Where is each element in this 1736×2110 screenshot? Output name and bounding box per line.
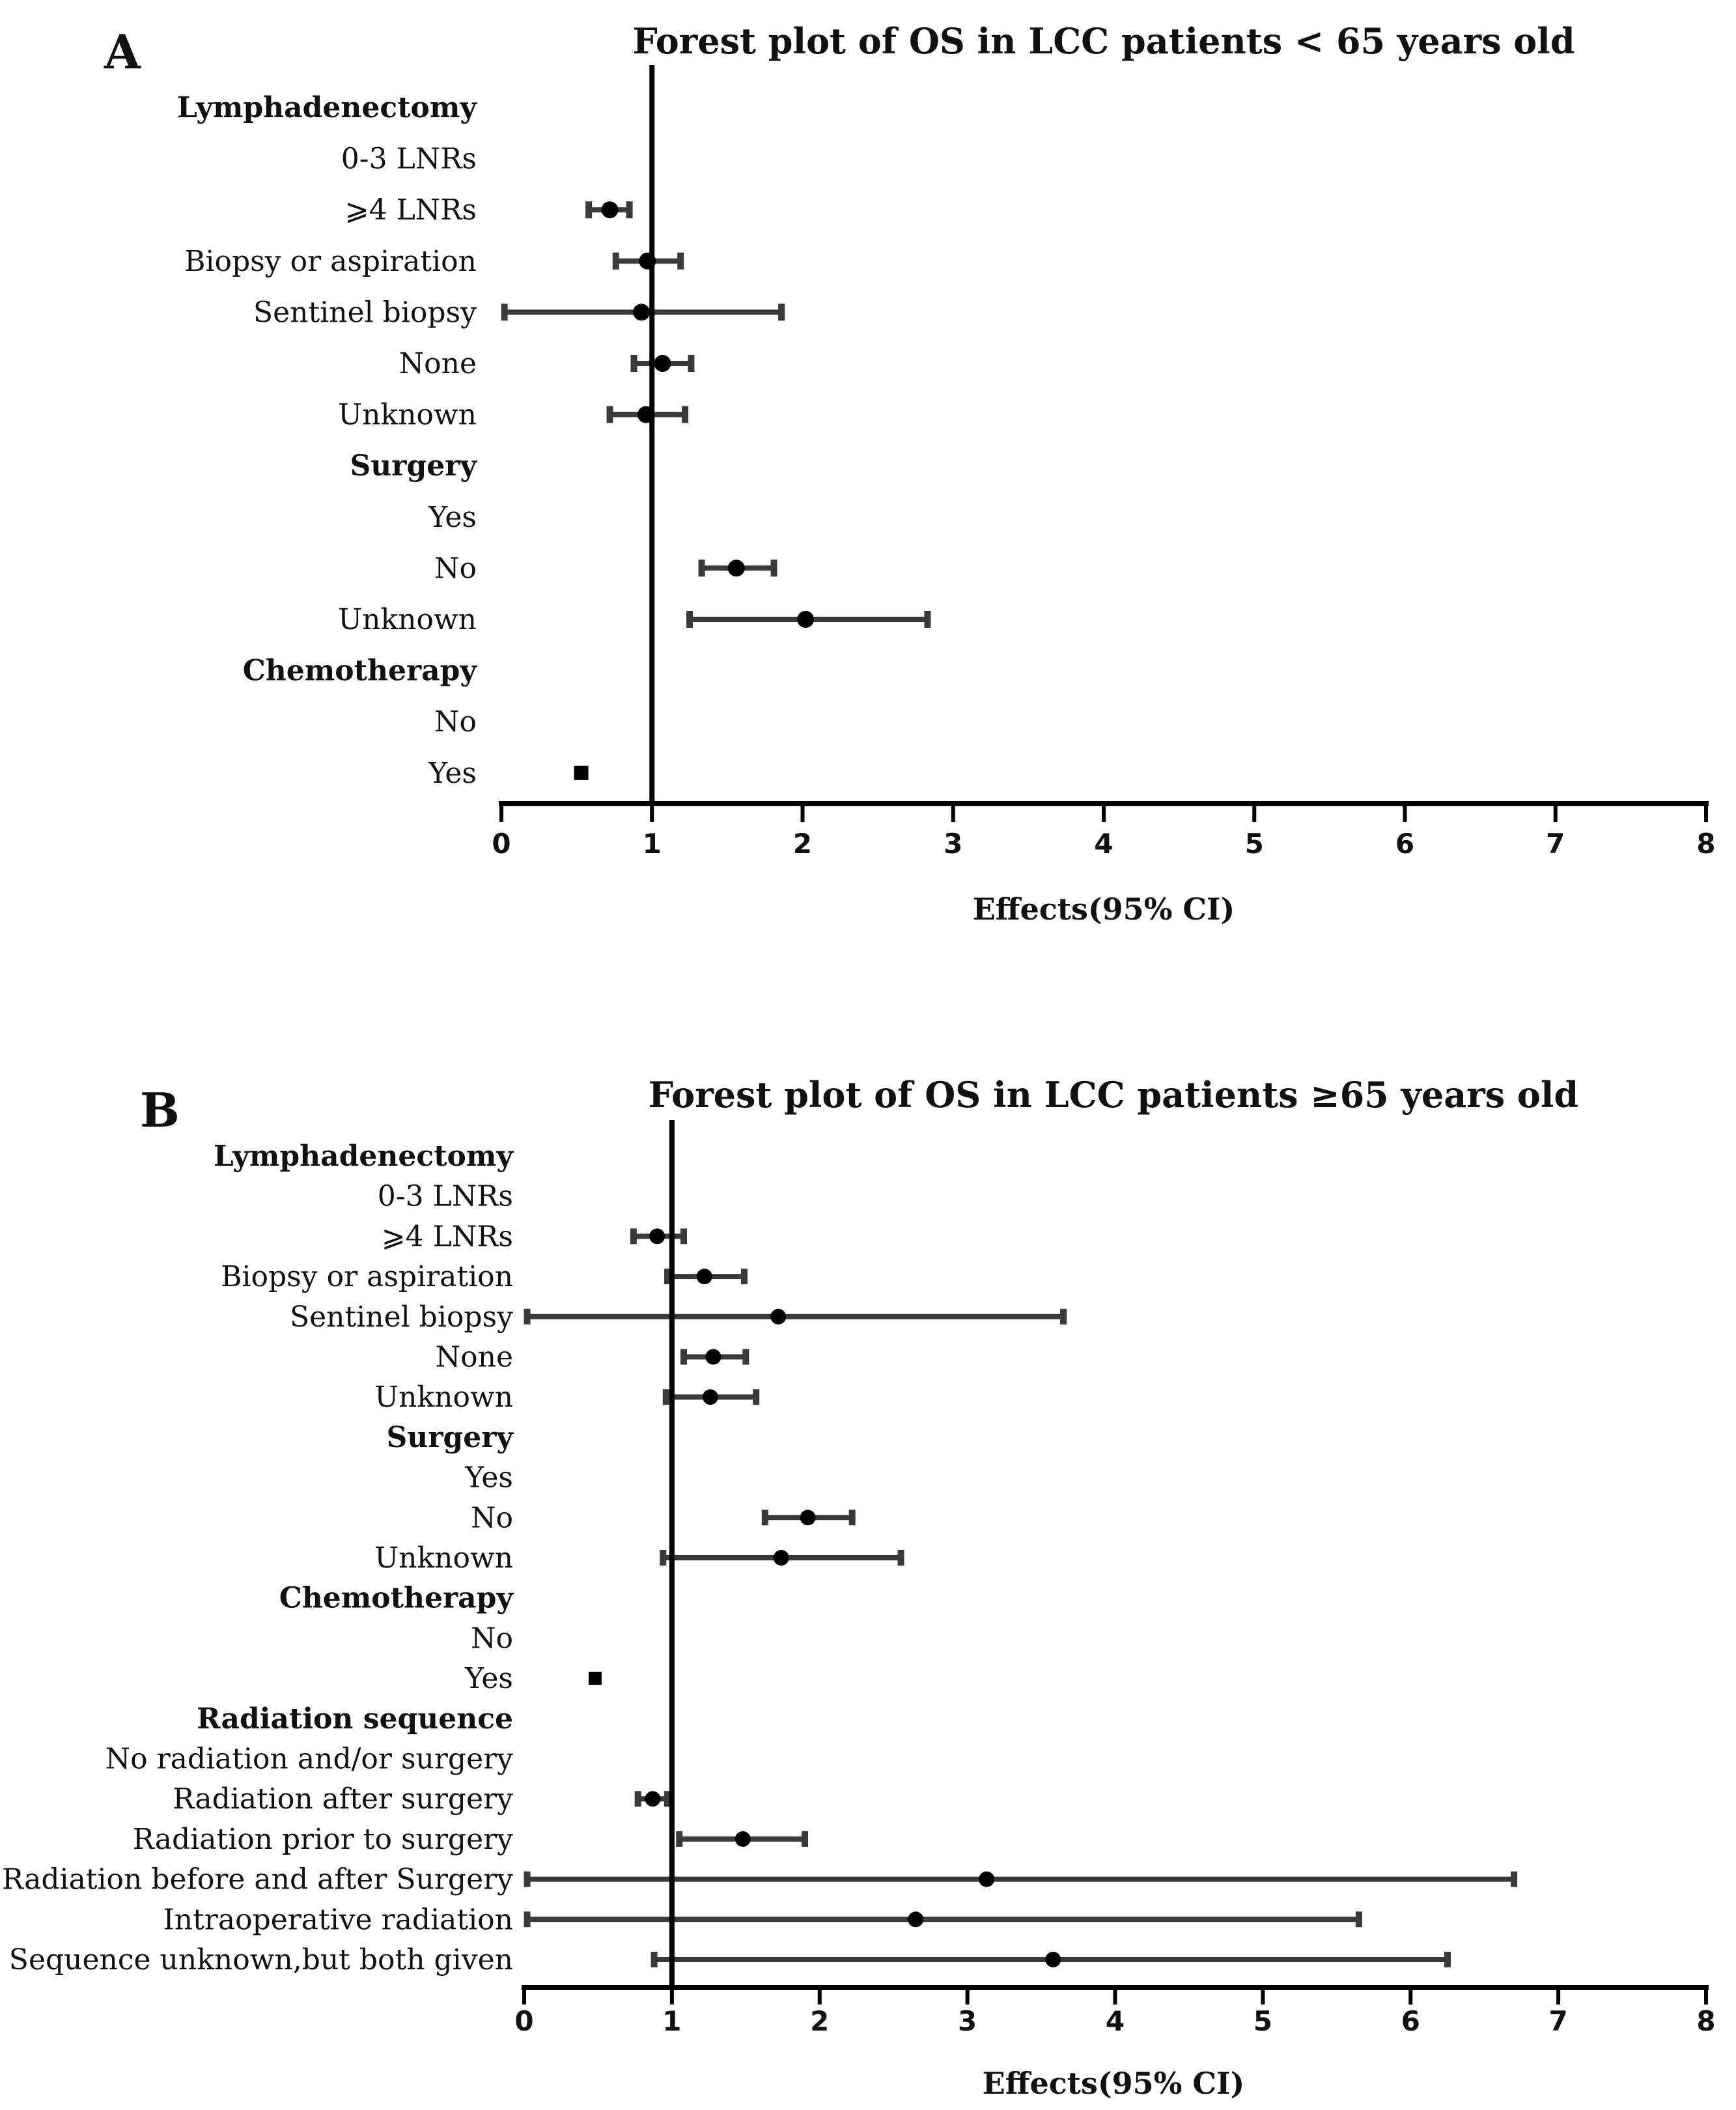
panel-a-point-estimate	[633, 303, 651, 321]
panel-a-point-estimate	[601, 201, 619, 219]
panel-b-title: Forest plot of OS in LCC patients ≥65 ye…	[649, 1074, 1578, 1116]
panel-a-row-label: Surgery	[350, 449, 478, 483]
panel-a-x-tick-label: 2	[793, 828, 812, 860]
panel-b-row-label: Radiation before and after Surgery	[2, 1863, 513, 1896]
panel-a-x-tick-label: 5	[1245, 828, 1264, 860]
panel-b-row-label: Sentinel biopsy	[290, 1301, 513, 1334]
panel-b-point-estimate	[645, 1791, 661, 1807]
panel-b-x-tick-label: 1	[662, 2005, 681, 2037]
panel-b-row-label: Yes	[464, 1662, 513, 1695]
panel-b-point-estimate	[1045, 1952, 1061, 1967]
panel-b-point-estimate	[735, 1831, 751, 1847]
panel-b-row-label: Radiation after surgery	[173, 1782, 513, 1816]
panel-b-x-tick-label: 4	[1106, 2005, 1125, 2037]
panel-b-rows: Lymphadenectomy 0-3 LNRs ⩾4 LNRs Biopsy or …	[2, 1140, 514, 1976]
panel-b-row-label: Unknown	[374, 1381, 513, 1414]
panel-b-row-label: ⩾4 LNRs	[382, 1220, 513, 1253]
panel-b-row-label: Radiation sequence	[197, 1702, 513, 1736]
panel-b-row-label: Yes	[464, 1461, 513, 1495]
panel-b-x-tick-label: 2	[810, 2005, 829, 2037]
panel-a-x-tick-label: 8	[1696, 828, 1715, 860]
panel-b-row-label: No	[471, 1501, 513, 1534]
panel-b-row-label: No radiation and/or surgery	[105, 1743, 514, 1776]
panel-b-row-label: No	[471, 1622, 513, 1655]
panel-a-row-label: Yes	[428, 501, 477, 534]
panel-b-row-label: Sequence unknown,but both given	[9, 1943, 513, 1976]
panel-a-point-estimate	[574, 765, 589, 780]
panel-a-point-estimate	[654, 355, 671, 372]
panel-a-row-label: Chemotherapy	[243, 654, 478, 688]
panel-b-point-estimate	[979, 1871, 995, 1887]
panel-a-row-label: Sentinel biopsy	[253, 296, 477, 329]
panel-b-row-label: Biopsy or aspiration	[221, 1260, 513, 1293]
panel-a-x-tick-label: 1	[643, 828, 662, 860]
panel-b-x-tick-label: 5	[1253, 2005, 1272, 2037]
panel-a-rows: Lymphadenectomy 0-3 LNRs ⩾4 LNRs Biopsy or …	[177, 91, 478, 790]
panel-a-x-tick-label: 7	[1546, 828, 1565, 860]
panel-a: A Forest plot of OS in LCC patients < 65…	[104, 20, 1716, 927]
panel-b-point-estimate	[773, 1550, 789, 1566]
panel-b-point-estimate	[800, 1510, 816, 1526]
panel-b-point-estimate	[696, 1269, 712, 1285]
panel-a-point-estimate	[727, 559, 745, 577]
panel-a-point-estimate	[797, 611, 815, 628]
panel-b-point-estimate	[908, 1911, 924, 1928]
panel-a-row-label: Biopsy or aspiration	[184, 245, 477, 278]
panel-a-row-label: Yes	[428, 757, 477, 790]
panel-a-x-tick-label: 0	[492, 828, 511, 860]
panel-b: B Forest plot of OS in LCC patients ≥65 …	[2, 1074, 1716, 2101]
panel-b-point-estimate	[702, 1389, 718, 1405]
panel-a-row-label: Unknown	[338, 603, 477, 636]
panel-a-x-axis-title: Effects(95% CI)	[973, 892, 1235, 927]
panel-a-row-label: No	[434, 705, 477, 738]
panel-b-row-label: Surgery	[387, 1421, 514, 1454]
panel-b-x-tick-label: 6	[1401, 2005, 1420, 2037]
panel-b-point-estimate	[705, 1349, 721, 1365]
panel-b-row-label: None	[436, 1341, 513, 1374]
panel-b-x-tick-label: 3	[958, 2005, 977, 2037]
panel-a-title: Forest plot of OS in LCC patients < 65 y…	[632, 20, 1575, 62]
panel-a-x-tick-label: 6	[1395, 828, 1414, 860]
panel-b-row-label: Radiation prior to surgery	[133, 1823, 514, 1856]
panel-a-row-label: None	[399, 347, 477, 380]
panel-b-point-estimate	[770, 1308, 787, 1325]
panel-a-label: A	[104, 24, 141, 79]
panel-a-row-label: Lymphadenectomy	[177, 91, 478, 124]
panel-b-label: B	[140, 1082, 180, 1138]
panel-b-x-tick-label: 0	[514, 2005, 533, 2037]
panel-b-point-estimate	[588, 1672, 602, 1685]
panel-a-x-ticks: 0 1 2 3 4 5 6 7 8	[492, 804, 1716, 860]
panel-b-x-axis-title: Effects(95% CI)	[983, 2066, 1245, 2101]
panel-a-marks	[501, 201, 931, 780]
panel-a-row-label: 0-3 LNRs	[341, 143, 477, 176]
panel-b-x-tick-label: 7	[1549, 2005, 1568, 2037]
panel-a-row-label: No	[434, 552, 477, 585]
panel-a-x-tick-label: 4	[1094, 828, 1113, 860]
panel-b-row-label: 0-3 LNRs	[378, 1180, 513, 1213]
panel-a-x-tick-label: 3	[944, 828, 962, 860]
panel-b-x-ticks: 0 1 2 3 4 5 6 7 8	[514, 1988, 1716, 2037]
panel-a-row-label: Unknown	[338, 399, 477, 432]
panel-a-row-label: ⩾4 LNRs	[345, 193, 477, 227]
panel-b-point-estimate	[649, 1228, 665, 1245]
panel-b-row-label: Lymphadenectomy	[214, 1140, 514, 1173]
panel-b-row-label: Unknown	[374, 1541, 513, 1575]
panel-b-row-label: Intraoperative radiation	[163, 1903, 513, 1936]
panel-b-marks	[524, 1228, 1518, 1967]
panel-b-row-label: Chemotherapy	[279, 1582, 514, 1615]
panel-b-x-tick-label: 8	[1696, 2005, 1715, 2037]
